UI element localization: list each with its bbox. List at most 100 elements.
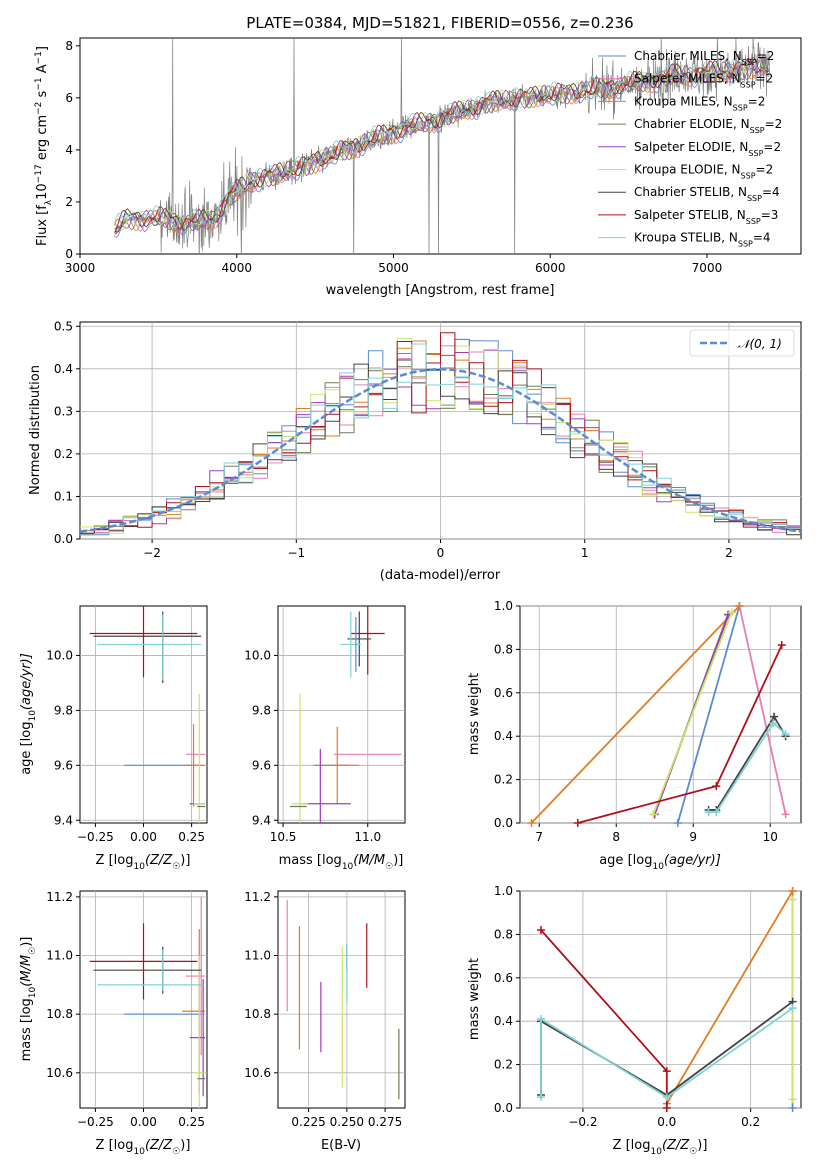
weight-marker — [781, 810, 790, 819]
legend-n: =2 — [756, 163, 774, 177]
weight-vs-Z-panel: −0.2 0.0 0.2 0.0 0.2 0.4 0.6 0.8 1.0 mass weight… — [467, 884, 802, 1157]
x-tick-label: 0.275 — [368, 1115, 402, 1129]
weight-marker — [673, 819, 682, 827]
legend-n: =2 — [765, 117, 783, 131]
legend-name: Kroupa STELIB, N — [634, 231, 738, 245]
weight-marker — [788, 1104, 797, 1112]
y-tick-label: 10.0 — [244, 648, 271, 662]
x-tick-label: 5000 — [378, 261, 409, 275]
legend-n: =4 — [762, 185, 780, 199]
residual-ylabel: Normed distribution — [28, 365, 43, 495]
x-tick-label: −2 — [143, 546, 161, 560]
x-tick-label: 10.5 — [270, 830, 297, 844]
legend-n: =4 — [753, 231, 771, 245]
age-vs-Z-panel: −0.25 0.00 0.25 9.4 9.6 9.8 10.0 age [log10(ag… — [19, 605, 208, 872]
weight-marker — [536, 926, 545, 935]
Z-xlabel-1: Z [log10(Z/Z☉)] — [96, 853, 191, 872]
legend-sub: SSP — [742, 58, 757, 67]
weight-line-kroupa-elodie — [652, 612, 733, 815]
x-tick-label: 0.250 — [330, 1115, 364, 1129]
y-tick-label: 0.5 — [54, 319, 73, 333]
weight-marker — [704, 808, 713, 817]
weight-line-salpeter-miles — [738, 606, 787, 815]
x-tick-label: 0 — [437, 546, 445, 560]
weight-line-kroupa-miles — [666, 891, 794, 1105]
y-tick-label: 0.8 — [494, 642, 513, 656]
weight-marker — [777, 641, 786, 650]
weight-line-kroupa-miles — [530, 606, 741, 823]
x-tick-label: 0.00 — [130, 1115, 157, 1129]
y-tick-label: 0.4 — [494, 1014, 513, 1028]
legend-name: Salpeter ELODIE, N — [634, 140, 748, 154]
x-tick-label: 7000 — [692, 261, 723, 275]
weight-marker — [573, 819, 582, 827]
x-tick-label: 0.225 — [291, 1115, 325, 1129]
weight-marker — [662, 1067, 671, 1076]
legend-label: Salpeter ELODIE, NSSP=2 — [634, 140, 781, 158]
y-tick-label: 0 — [65, 247, 73, 261]
y-tick-label: 0.0 — [494, 816, 513, 830]
weight-vs-age-panel: 7 8 9 10 0.0 0.2 0.4 0.6 0.8 1.0 mass weight age … — [467, 599, 802, 872]
y-tick-label: 0.1 — [54, 489, 73, 503]
weight-marker — [788, 887, 797, 895]
age-xlabel: age [log10(age/yr)] — [599, 853, 721, 872]
y-tick-label: 9.8 — [252, 703, 271, 717]
residual-histogram-kroupa-stelib — [80, 343, 801, 536]
legend-name: Chabrier MILES, N — [634, 49, 742, 63]
x-tick-label: 10 — [763, 830, 778, 844]
x-tick-label: 9 — [689, 830, 697, 844]
spectrum-xlabel: wavelength [Angstrom, rest frame] — [326, 283, 555, 298]
weight-marker — [662, 1093, 671, 1102]
weight-marker — [662, 1104, 671, 1112]
legend-name: Salpeter MILES, N — [634, 72, 741, 86]
legend-label: Chabrier STELIB, NSSP=4 — [634, 185, 780, 203]
age-ylabel: age [log10(age/yr)] — [19, 653, 38, 775]
legend-n: =2 — [756, 72, 774, 86]
weight-marker — [536, 1015, 545, 1024]
y-tick-label: 0.8 — [494, 927, 513, 941]
y-tick-label: 0.2 — [494, 1058, 513, 1072]
x-tick-label: 0.2 — [741, 1115, 760, 1129]
legend-label: Chabrier MILES, NSSP=2 — [634, 49, 774, 67]
x-tick-label: 6000 — [535, 261, 566, 275]
x-tick-label: 0.25 — [178, 1115, 205, 1129]
y-tick-label: 0.2 — [494, 773, 513, 787]
weight-line-chabrier-miles — [676, 606, 741, 823]
model-spectrum-kroupa-stelib — [114, 57, 770, 229]
weight-marker — [788, 895, 797, 904]
legend-name: Chabrier STELIB, N — [634, 185, 747, 199]
weight-line-salpeter-stelib — [577, 644, 783, 823]
legend-n: =3 — [761, 208, 779, 222]
x-tick-label: 7 — [535, 830, 543, 844]
legend-label: Salpeter MILES, NSSP=2 — [634, 72, 773, 90]
y-tick-label: 9.4 — [252, 813, 271, 827]
legend-name: Kroupa ELODIE, N — [634, 163, 741, 177]
y-tick-label: 8 — [65, 39, 73, 53]
y-tick-label: 0.0 — [54, 532, 73, 546]
Z-xlabel-2: Z [log10(Z/Z☉)] — [96, 1138, 191, 1157]
y-tick-label: 9.6 — [54, 758, 73, 772]
x-tick-label: 3000 — [65, 261, 96, 275]
y-tick-label: 0.6 — [494, 971, 513, 985]
weight-marker — [770, 712, 779, 721]
legend-sub: SSP — [748, 148, 763, 157]
x-tick-label: −0.25 — [77, 830, 114, 844]
legend-label: Kroupa STELIB, NSSP=4 — [634, 231, 771, 249]
weight-marker — [712, 782, 721, 791]
spectrum-frame — [79, 37, 802, 255]
weight-ylabel-2: mass weight — [467, 958, 482, 1040]
normal-curve — [80, 368, 801, 533]
legend-n: =2 — [757, 49, 775, 63]
weight-marker — [727, 608, 736, 617]
legend-sub: SSP — [750, 126, 765, 135]
x-tick-label: 0.0 — [657, 1115, 676, 1129]
y-tick-label: 0.0 — [494, 1101, 513, 1115]
age-vs-mass-panel: 10.5 11.0 9.4 9.6 9.8 10.0 mass [log10(M/M☉)] — [244, 605, 406, 872]
legend-name: Chabrier ELODIE, N — [634, 117, 750, 131]
mass-vs-ebv-panel: 0.225 0.250 0.275 10.6 10.8 11.0 11.2 E(B-V) — [244, 890, 406, 1153]
y-tick-label: 1.0 — [494, 599, 513, 613]
legend-sub: SSP — [738, 239, 753, 248]
Z-xlabel-3: Z [log10(Z/Z☉)] — [613, 1138, 708, 1157]
y-tick-label: 6 — [65, 91, 73, 105]
